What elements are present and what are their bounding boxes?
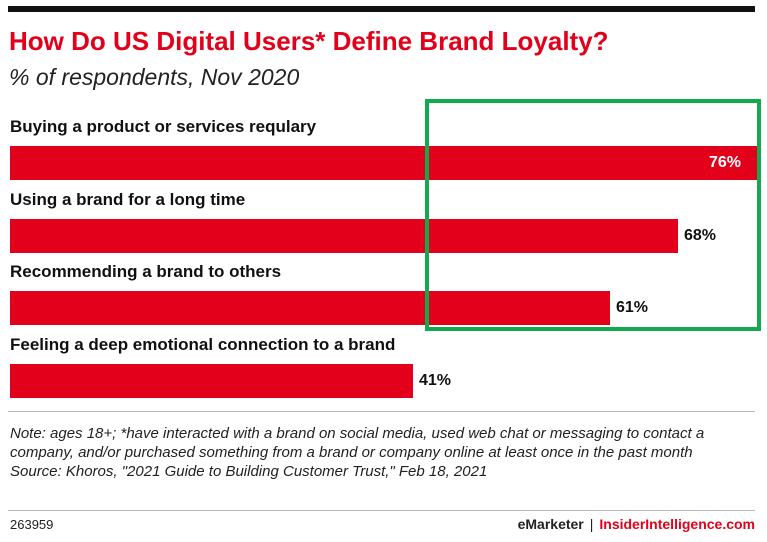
value-label: 41% — [419, 371, 452, 389]
category-label: Using a brand for a long time — [10, 189, 246, 209]
chart-note: Note: ages 18+; *have interacted with a … — [10, 424, 760, 481]
footer-divider-bottom — [8, 510, 755, 511]
value-label: 76% — [709, 154, 742, 171]
bar — [10, 146, 757, 180]
category-label: Recommending a brand to others — [10, 262, 282, 281]
source-text: Source: Khoros, "2021 Guide to Building … — [10, 463, 488, 480]
bar — [10, 291, 610, 325]
chart-subtitle: % of respondents, Nov 2020 — [9, 64, 300, 90]
category-label: Buying a product or services requlary — [10, 117, 317, 136]
note-text: Note: ages 18+; *have interacted with a … — [10, 425, 705, 461]
brand-insider-intelligence: InsiderIntelligence.com — [599, 516, 755, 532]
value-label: 68% — [684, 226, 717, 244]
footer-divider — [8, 411, 755, 412]
brand-separator: | — [589, 516, 594, 532]
chart-title: How Do US Digital Users* Define Brand Lo… — [9, 26, 609, 56]
highlight-box — [425, 99, 761, 331]
top-rule — [8, 6, 755, 12]
bar — [10, 363, 413, 398]
chart-id: 263959 — [10, 517, 54, 532]
brand-emarketer: eMarketer — [517, 516, 584, 532]
category-label: Feeling a deep emotional connection to a… — [10, 334, 396, 354]
value-label: 61% — [616, 299, 649, 316]
brand-credit: eMarketer | InsiderIntelligence.com — [518, 516, 755, 532]
bar — [10, 218, 678, 253]
